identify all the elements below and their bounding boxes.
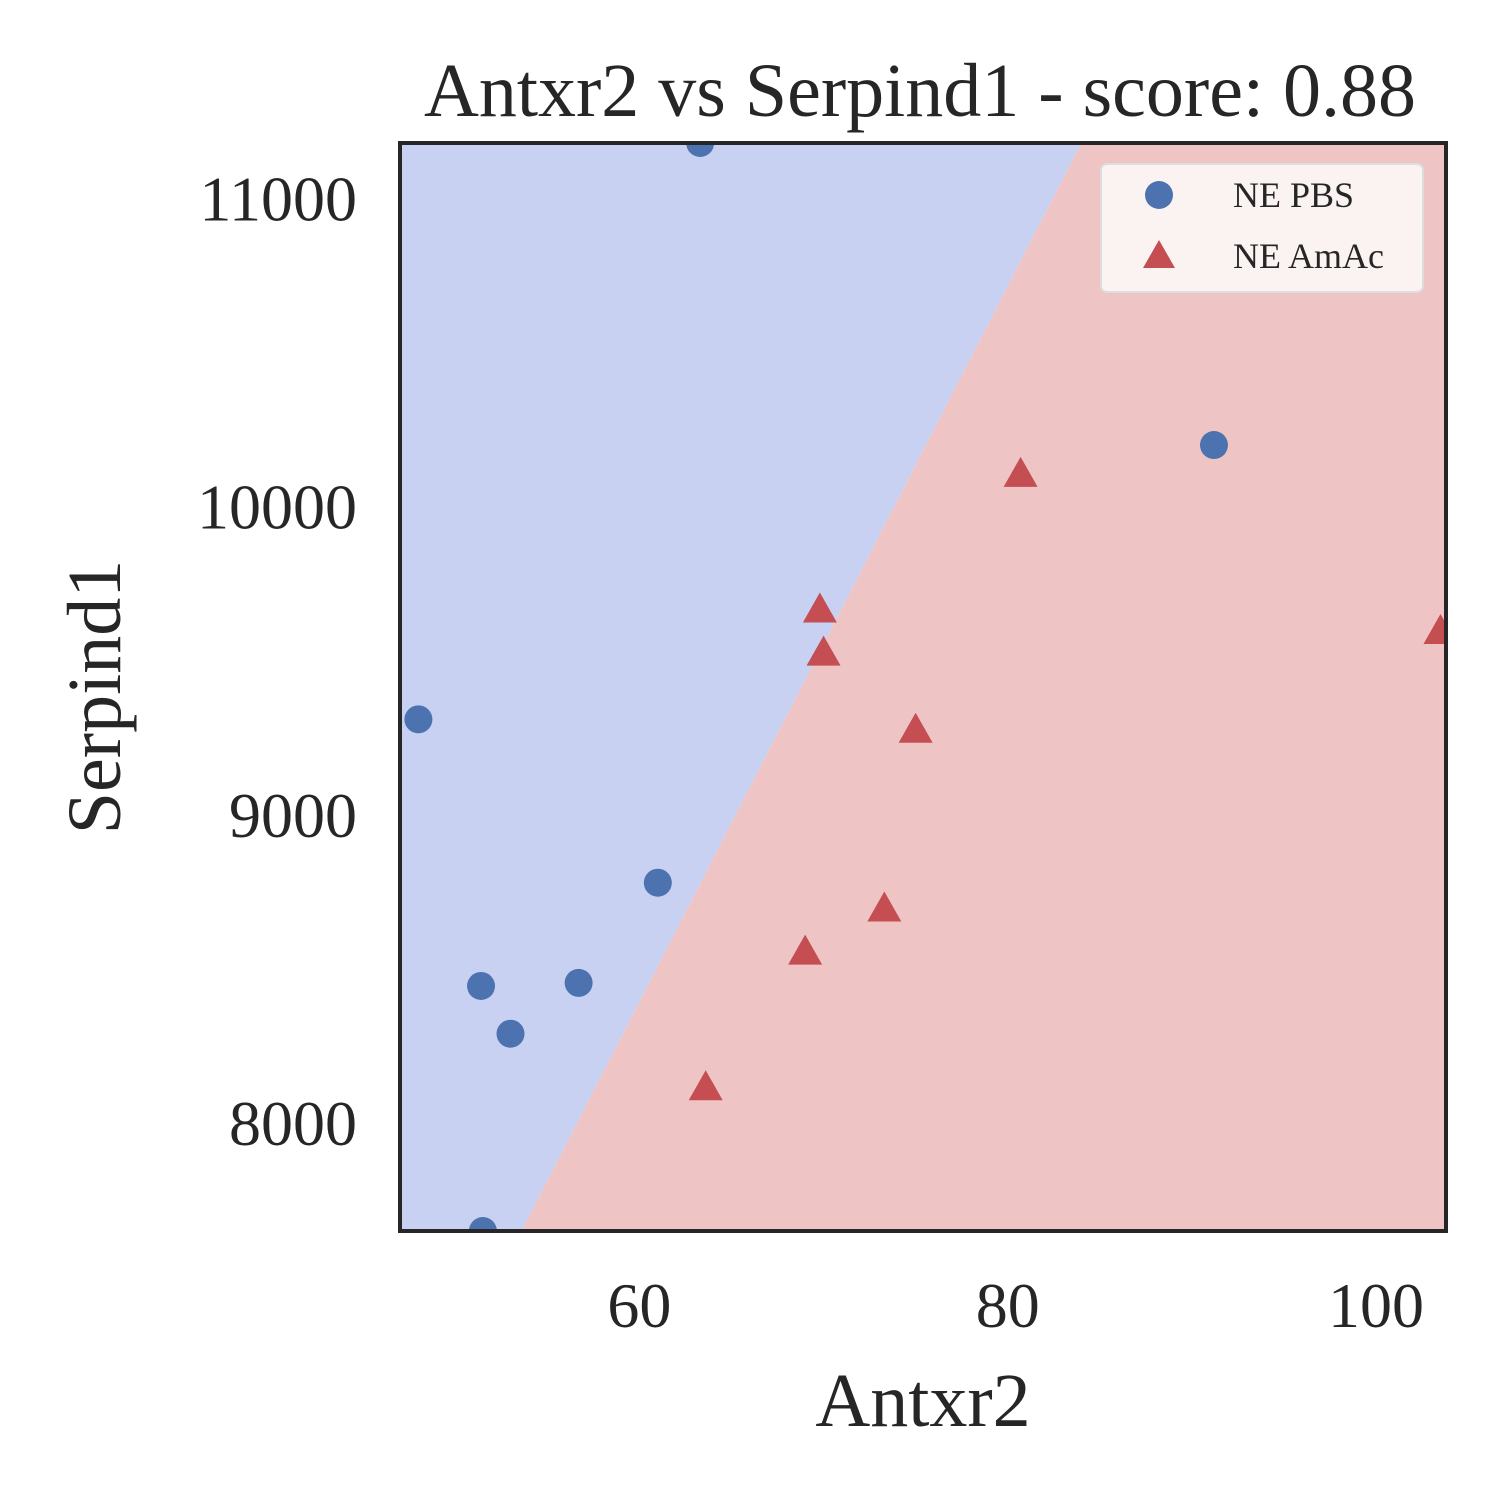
point-ne-pbs-3 bbox=[467, 971, 496, 1000]
legend-marker-ne-pbs bbox=[1145, 181, 1173, 209]
point-ne-pbs-2 bbox=[643, 868, 672, 897]
point-ne-pbs-1 bbox=[404, 705, 433, 734]
x-axis-label: Antxr2 bbox=[815, 1359, 1030, 1443]
point-ne-pbs-5 bbox=[496, 1019, 525, 1048]
y-axis-ticks: 8000 9000 10000 11000 bbox=[197, 163, 357, 1159]
y-tick-label: 10000 bbox=[197, 472, 357, 543]
point-ne-pbs-0 bbox=[686, 143, 715, 157]
point-ne-amac-0 bbox=[1003, 456, 1038, 487]
decision-region-ne-pbs bbox=[400, 143, 1082, 1231]
point-ne-amac-4 bbox=[1423, 614, 1446, 645]
y-tick-label: 8000 bbox=[229, 1088, 357, 1159]
point-ne-pbs-4 bbox=[564, 968, 593, 997]
point-ne-amac-7 bbox=[688, 1070, 723, 1101]
x-tick-label: 80 bbox=[976, 1270, 1040, 1341]
legend-label-ne-pbs: NE PBS bbox=[1233, 175, 1354, 215]
legend-box bbox=[1100, 163, 1424, 293]
legend-label-ne-amac: NE AmAc bbox=[1233, 236, 1384, 276]
point-ne-pbs-7 bbox=[1199, 431, 1228, 460]
x-tick-label: 60 bbox=[607, 1270, 671, 1341]
plot-area bbox=[400, 143, 1446, 1231]
legend: NE PBS NE AmAc bbox=[1100, 163, 1424, 293]
y-axis-label: Serpind1 bbox=[53, 560, 137, 834]
y-tick-label: 9000 bbox=[229, 780, 357, 851]
y-tick-label: 11000 bbox=[199, 163, 357, 234]
point-ne-amac-2 bbox=[806, 635, 841, 666]
point-ne-amac-5 bbox=[867, 891, 902, 922]
legend-marker-ne-amac bbox=[1143, 240, 1175, 268]
chart-title: Antxr2 vs Serpind1 - score: 0.88 bbox=[424, 49, 1416, 133]
x-axis-ticks: 60 80 100 bbox=[607, 1270, 1424, 1341]
data-points bbox=[404, 143, 1446, 1231]
point-ne-amac-3 bbox=[898, 712, 933, 743]
point-ne-pbs-6 bbox=[468, 1217, 497, 1231]
decision-region-ne-amac bbox=[521, 143, 1446, 1231]
plot-frame bbox=[398, 141, 1448, 1233]
point-ne-amac-1 bbox=[802, 592, 837, 623]
point-ne-amac-6 bbox=[788, 934, 823, 965]
x-tick-label: 100 bbox=[1328, 1270, 1424, 1341]
